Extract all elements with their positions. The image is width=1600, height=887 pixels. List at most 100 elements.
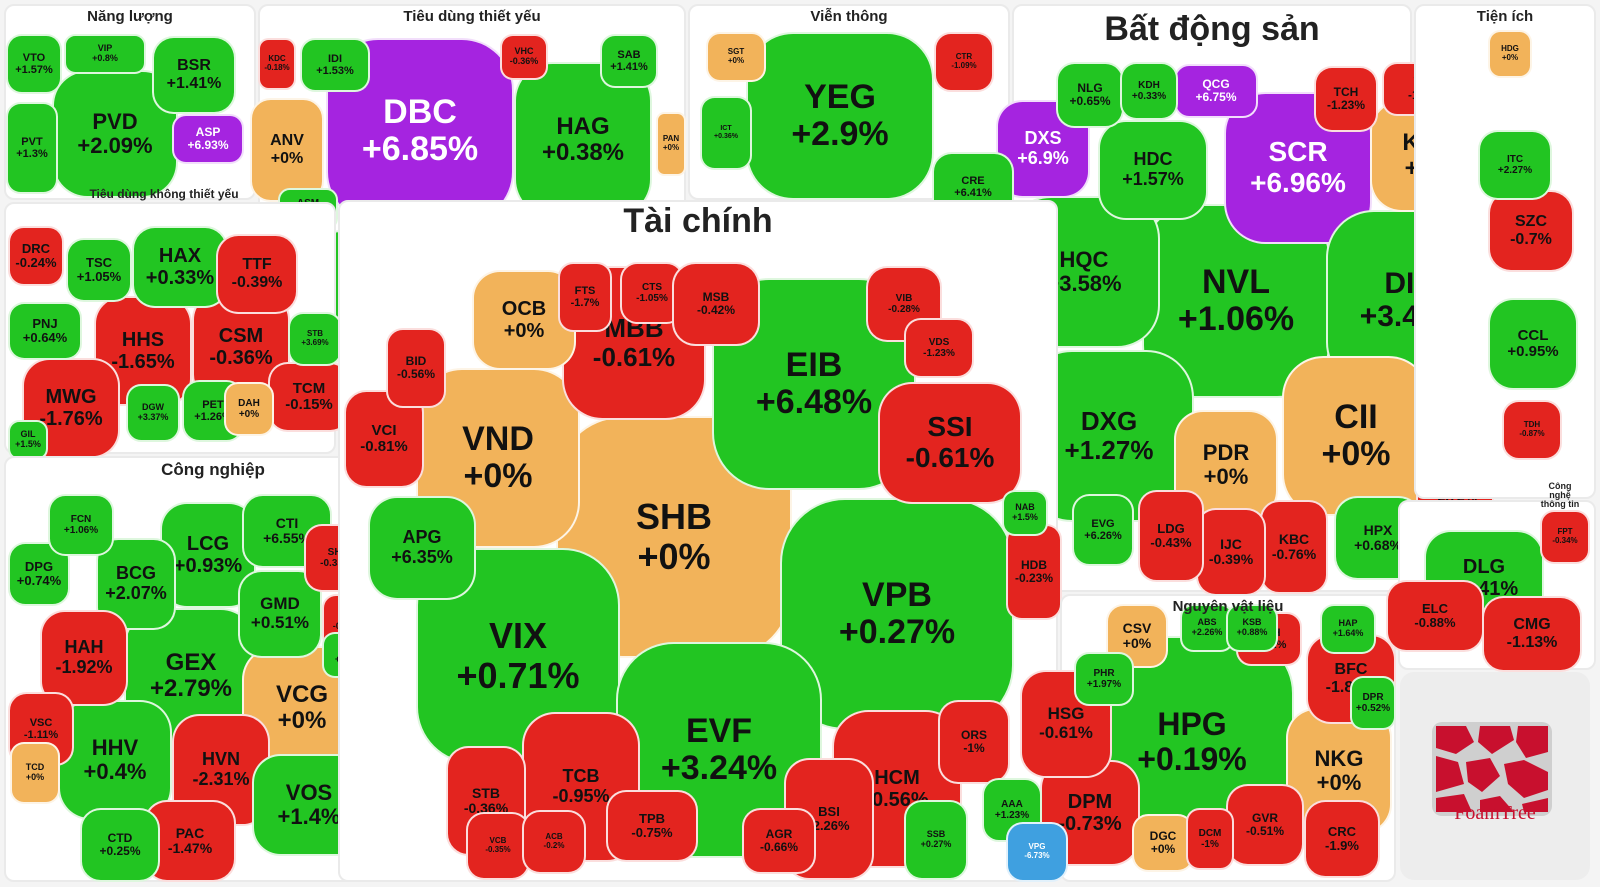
- stock-cell-asp[interactable]: ASP +6.93%: [172, 114, 244, 164]
- stock-cell-cmg[interactable]: CMG -1.13%: [1482, 596, 1582, 672]
- stock-symbol: HPX: [1363, 521, 1393, 538]
- stock-cell-itc[interactable]: ITC +2.27%: [1478, 130, 1552, 200]
- stock-cell-tsc[interactable]: TSC +1.05%: [66, 238, 132, 302]
- stock-cell-qcg[interactable]: QCG +6.75%: [1174, 64, 1258, 118]
- stock-cell-vhc[interactable]: VHC -0.36%: [500, 34, 548, 80]
- stock-cell-nab[interactable]: NAB +1.5%: [1002, 490, 1048, 536]
- stock-cell-fts[interactable]: FTS -1.7%: [558, 262, 612, 332]
- stock-symbol: VTO: [22, 51, 46, 64]
- stock-cell-gmd[interactable]: GMD +0.51%: [238, 570, 322, 658]
- stock-symbol: AGR: [765, 826, 793, 841]
- stock-cell-fcn[interactable]: FCN +1.06%: [48, 494, 114, 556]
- stock-cell-ttf[interactable]: TTF -0.39%: [216, 234, 298, 314]
- stock-cell-vpg[interactable]: VPG -6.73%: [1006, 822, 1068, 882]
- stock-cell-csv[interactable]: CSV +0%: [1106, 604, 1168, 668]
- stock-cell-vcb[interactable]: VCB -0.35%: [466, 812, 530, 880]
- stock-cell-hdb[interactable]: HDB -0.23%: [1006, 524, 1062, 620]
- stock-cell-stb[interactable]: STB +3.69%: [288, 312, 342, 366]
- stock-cell-pnj[interactable]: PNJ +0.64%: [8, 302, 82, 360]
- stock-cell-sab[interactable]: SAB +1.41%: [600, 34, 658, 88]
- stock-cell-msb[interactable]: MSB -0.42%: [672, 262, 760, 346]
- stock-cell-tcd[interactable]: TCD +0%: [10, 742, 60, 804]
- stock-change: -0.73%: [1058, 813, 1122, 835]
- stock-cell-szc[interactable]: SZC -0.7%: [1488, 190, 1574, 272]
- stock-cell-fpt[interactable]: FPT -0.34%: [1540, 510, 1590, 564]
- stock-cell-ssi[interactable]: SSI -0.61%: [878, 382, 1022, 504]
- stock-cell-evg[interactable]: EVG +6.26%: [1072, 494, 1134, 566]
- stock-cell-hah[interactable]: HAH -1.92%: [40, 610, 128, 706]
- stock-cell-ors[interactable]: ORS -1%: [938, 700, 1010, 784]
- stock-cell-agr[interactable]: AGR -0.66%: [742, 808, 816, 874]
- stock-cell-hsg[interactable]: HSG -0.61%: [1020, 670, 1112, 778]
- stock-cell-ict[interactable]: ICT +0.36%: [700, 96, 752, 170]
- stock-cell-vip[interactable]: VIP +0.8%: [64, 34, 146, 74]
- stock-cell-drc[interactable]: DRC -0.24%: [8, 226, 64, 286]
- stock-change: +2.09%: [77, 133, 153, 158]
- stock-cell-ctr[interactable]: CTR -1.09%: [934, 32, 994, 92]
- stock-cell-gvr[interactable]: GVR -0.51%: [1226, 784, 1304, 866]
- stock-cell-vto[interactable]: VTO +1.57%: [6, 34, 62, 94]
- stock-cell-dgc[interactable]: DGC +0%: [1132, 814, 1194, 872]
- stock-symbol: HAP: [1338, 618, 1358, 629]
- stock-cell-bid[interactable]: BID -0.56%: [386, 328, 446, 408]
- stock-cell-dcm[interactable]: DCM -1%: [1186, 808, 1234, 870]
- stock-cell-abs[interactable]: ABS +2.26%: [1180, 604, 1234, 652]
- stock-cell-anv[interactable]: ANV +0%: [250, 98, 324, 202]
- stock-cell-pvt[interactable]: PVT +1.3%: [6, 102, 58, 194]
- stock-cell-dgw[interactable]: DGW +3.37%: [126, 384, 180, 442]
- stock-cell-hap[interactable]: HAP +1.64%: [1320, 604, 1376, 654]
- stock-cell-kdc[interactable]: KDC -0.18%: [258, 38, 296, 90]
- stock-cell-hdg[interactable]: HDG +0%: [1488, 30, 1532, 78]
- stock-symbol: HAH: [64, 637, 104, 658]
- stock-cell-acb[interactable]: ACB -0.2%: [522, 810, 586, 874]
- stock-change: +0%: [1150, 842, 1176, 856]
- stock-cell-tcm[interactable]: TCM -0.15%: [268, 362, 350, 432]
- stock-cell-tpb[interactable]: TPB -0.75%: [606, 790, 698, 862]
- stock-cell-kbc[interactable]: KBC -0.76%: [1260, 500, 1328, 594]
- stock-cell-ssb[interactable]: SSB +0.27%: [904, 800, 968, 880]
- stock-cell-cii[interactable]: CII +0%: [1282, 356, 1430, 516]
- stock-cell-dah[interactable]: DAH +0%: [224, 382, 274, 436]
- stock-cell-idi[interactable]: IDI +1.53%: [300, 38, 370, 92]
- stock-change: -2.26%: [808, 818, 850, 833]
- stock-symbol: KDH: [1138, 80, 1160, 91]
- stock-symbol: FTS: [574, 284, 596, 297]
- stock-change: -0.75%: [631, 825, 673, 840]
- stock-cell-yeg[interactable]: YEG +2.9%: [746, 32, 934, 200]
- stock-change: +6.26%: [1084, 530, 1122, 542]
- stock-cell-ldg[interactable]: LDG -0.43%: [1138, 490, 1204, 582]
- stock-cell-ctd[interactable]: CTD +0.25%: [80, 808, 160, 882]
- stock-cell-tch[interactable]: TCH -1.23%: [1314, 66, 1378, 132]
- stock-cell-dpr[interactable]: DPR +0.52%: [1350, 676, 1396, 730]
- stock-cell-sgt[interactable]: SGT +0%: [706, 32, 766, 82]
- stock-cell-ijc[interactable]: IJC -0.39%: [1196, 508, 1266, 596]
- stock-change: +3.24%: [660, 749, 778, 787]
- stock-symbol: EVG: [1091, 517, 1115, 530]
- stock-cell-bsr[interactable]: BSR +1.41%: [152, 36, 236, 114]
- stock-cell-vci[interactable]: VCI -0.81%: [344, 390, 424, 488]
- stock-cell-gil[interactable]: GIL +1.5%: [8, 420, 48, 460]
- stock-change: -0.88%: [1414, 615, 1456, 630]
- stock-cell-hag[interactable]: HAG +0.38%: [514, 62, 652, 218]
- stock-cell-hax[interactable]: HAX +0.33%: [132, 226, 228, 308]
- stock-cell-vds[interactable]: VDS -1.23%: [904, 318, 974, 378]
- stock-change: -1.47%: [167, 840, 213, 856]
- stock-cell-phr[interactable]: PHR +1.97%: [1074, 652, 1134, 706]
- stock-cell-kdh[interactable]: KDH +0.33%: [1120, 62, 1178, 120]
- stock-symbol: SSB: [926, 829, 946, 840]
- stock-change: +0.33%: [1131, 91, 1167, 102]
- stock-change: -1.11%: [23, 729, 59, 741]
- stock-change: +6.55%: [263, 530, 311, 546]
- stock-cell-nlg[interactable]: NLG +0.65%: [1056, 62, 1124, 128]
- stock-cell-crc[interactable]: CRC -1.9%: [1304, 800, 1380, 878]
- stock-symbol: HAG: [556, 112, 610, 140]
- stock-cell-pan[interactable]: PAN +0%: [656, 112, 686, 176]
- stock-cell-tdh[interactable]: TDH -0.87%: [1502, 400, 1562, 460]
- stock-cell-hdc[interactable]: HDC +1.57%: [1098, 120, 1208, 220]
- stock-cell-apg[interactable]: APG +6.35%: [368, 496, 476, 600]
- stock-cell-ksb[interactable]: KSB +0.88%: [1226, 604, 1278, 652]
- stock-cell-elc[interactable]: ELC -0.88%: [1386, 580, 1484, 652]
- stock-symbol: PNJ: [32, 315, 58, 331]
- stock-change: +0.74%: [16, 573, 62, 588]
- stock-cell-ccl[interactable]: CCL +0.95%: [1488, 298, 1578, 390]
